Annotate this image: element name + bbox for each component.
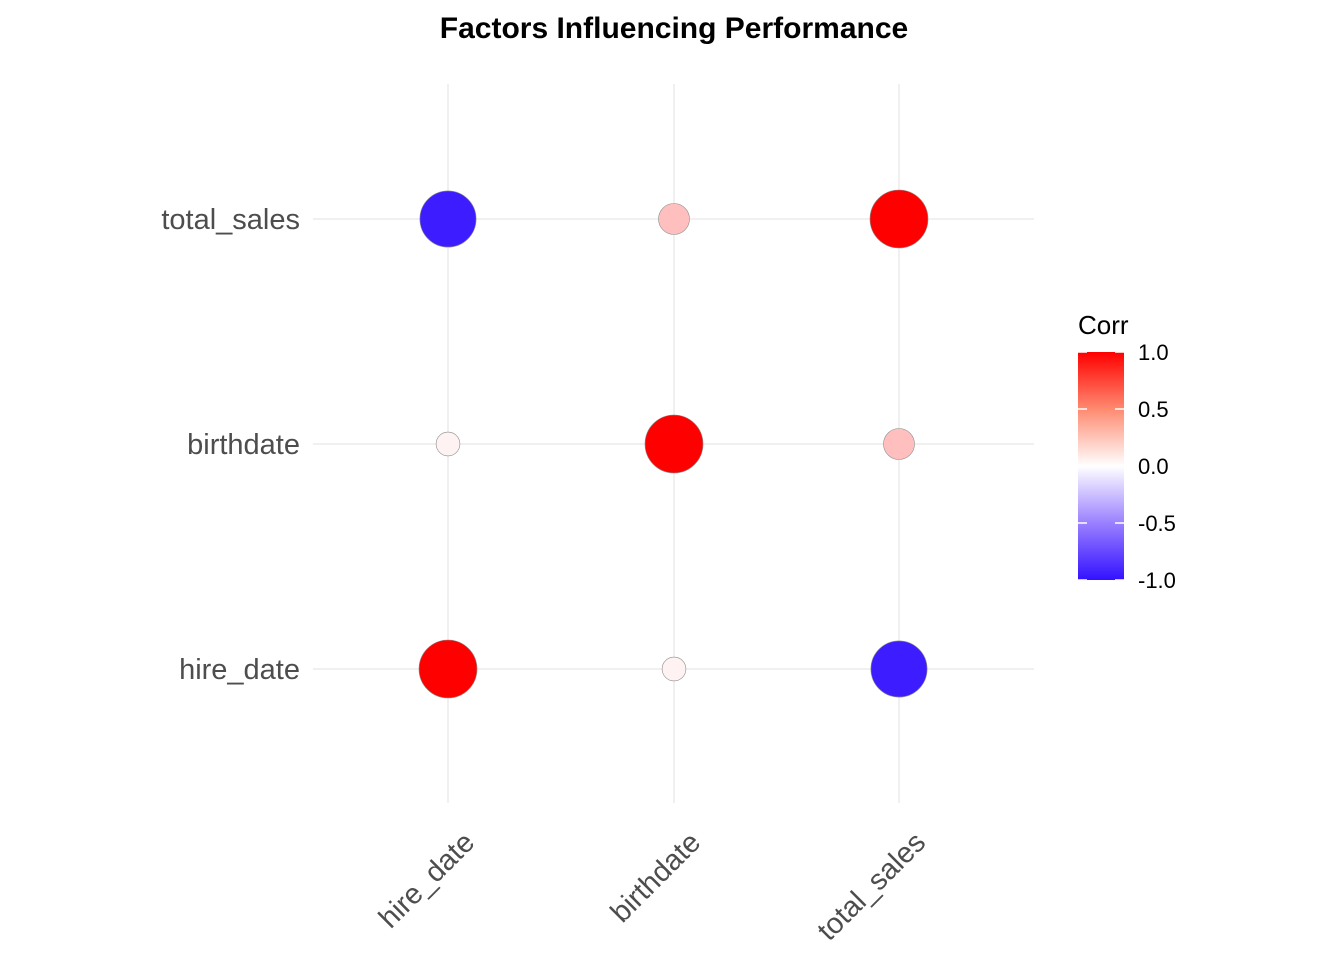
corr-point-birthdate-total_sales: [658, 203, 690, 235]
legend: Corr 1.0 0.5 0.0 -0.5 -1.0: [1078, 310, 1176, 593]
chart-title: Factors Influencing Performance: [440, 12, 908, 45]
y-tick-label-birthdate: birthdate: [187, 429, 300, 461]
x-tick-label-birthdate: birthdate: [605, 826, 707, 928]
legend-tick-label-2: 0.0: [1138, 454, 1169, 479]
x-tick-label-total_sales: total_sales: [811, 826, 932, 947]
x-tick-label-hire_date: hire_date: [373, 826, 481, 934]
corr-point-hire_date-hire_date: [418, 639, 478, 699]
legend-ticks: 1.0 0.5 0.0 -0.5 -1.0: [1078, 340, 1176, 593]
corr-point-hire_date-total_sales: [419, 190, 477, 248]
legend-tick-label-1: 0.5: [1138, 397, 1169, 422]
x-axis: hire_date birthdate total_sales: [373, 826, 932, 947]
legend-tick-label-4: -1.0: [1138, 568, 1176, 593]
y-tick-label-total_sales: total_sales: [161, 204, 300, 236]
corr-point-total_sales-total_sales: [869, 189, 929, 249]
corr-point-birthdate-birthdate: [644, 414, 704, 474]
y-axis: hire_date birthdate total_sales: [161, 204, 300, 686]
legend-tick-label-3: -0.5: [1138, 511, 1176, 536]
corr-point-hire_date-birthdate: [435, 431, 461, 457]
legend-title: Corr: [1078, 310, 1129, 340]
corr-point-total_sales-hire_date: [870, 640, 928, 698]
legend-tick-label-0: 1.0: [1138, 340, 1169, 365]
corr-point-total_sales-birthdate: [883, 428, 915, 460]
points-layer: [418, 189, 929, 699]
corr-point-birthdate-hire_date: [661, 656, 687, 682]
y-tick-label-hire_date: hire_date: [179, 654, 300, 686]
